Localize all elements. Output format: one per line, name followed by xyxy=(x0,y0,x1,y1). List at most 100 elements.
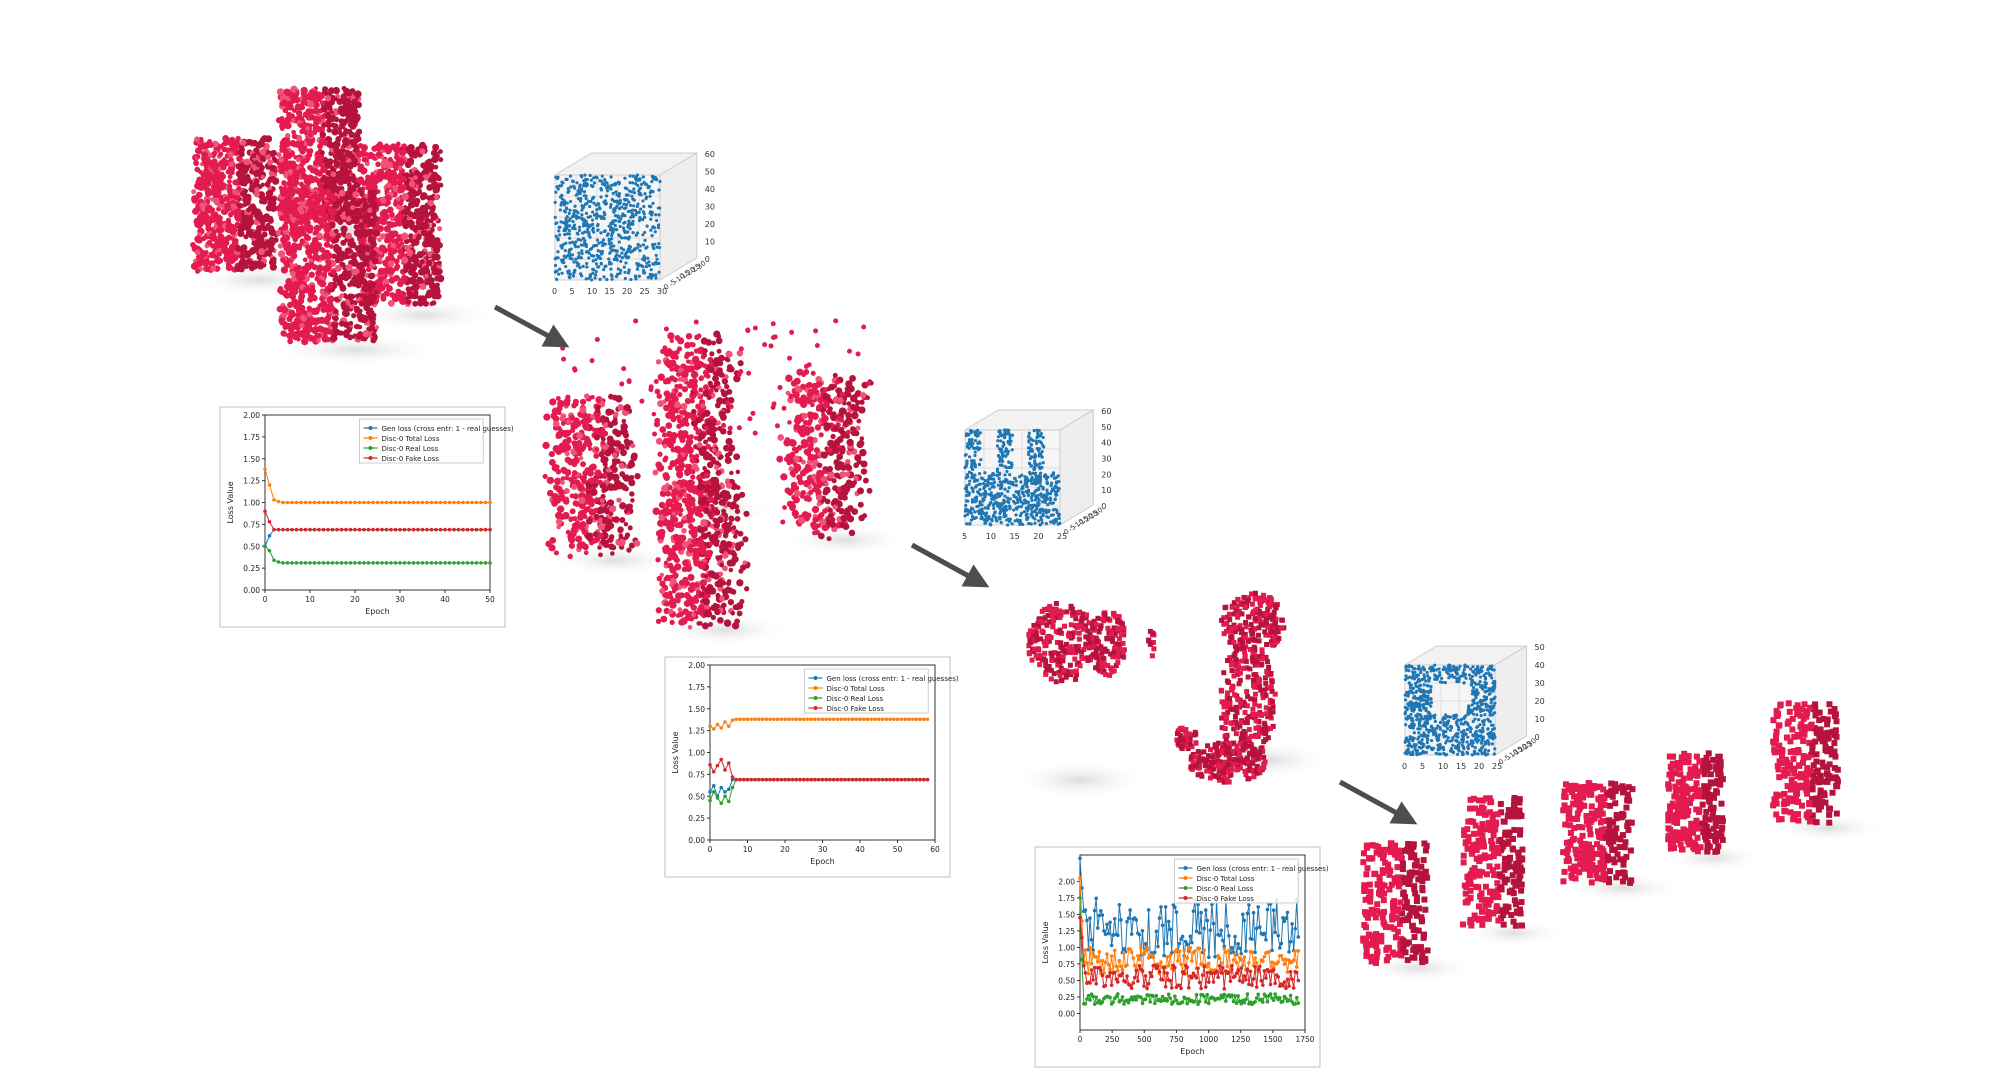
series-point xyxy=(1108,967,1112,972)
series-point xyxy=(918,777,922,782)
series-point xyxy=(1128,908,1132,912)
series-point xyxy=(1284,986,1288,991)
series-point xyxy=(1242,918,1247,923)
series-point xyxy=(813,777,817,782)
legend-entry: Disc-0 Fake Loss xyxy=(827,705,885,713)
series-point xyxy=(276,499,281,504)
series-point xyxy=(1094,995,1098,999)
series-point xyxy=(326,500,330,505)
series-point xyxy=(375,561,380,565)
series-point xyxy=(1111,933,1115,937)
chart-y-label: Loss Value xyxy=(1041,921,1050,963)
series-point xyxy=(276,527,281,532)
series-point xyxy=(895,717,900,722)
loss-chart-2: 0.00 0.25 0.50 0.75 1.00 1.25 1.50 1.75 2.00 0 10 2… xyxy=(664,656,959,878)
series-point xyxy=(1208,928,1213,932)
series-point xyxy=(1154,993,1159,998)
chart-x-tick: 500 xyxy=(1137,1035,1152,1044)
series-point xyxy=(1088,945,1092,950)
series-point xyxy=(416,500,420,505)
series-point xyxy=(1268,992,1273,996)
series-point xyxy=(420,527,425,532)
series-point xyxy=(1222,946,1227,951)
scatter-tick-z: 60 xyxy=(705,150,715,159)
series-point xyxy=(1205,970,1210,975)
series-point xyxy=(1219,928,1223,933)
chart-y-tick: 1.00 xyxy=(1058,943,1075,952)
series-point xyxy=(1276,933,1281,938)
chart-y-tick: 1.50 xyxy=(1058,910,1075,919)
series-point xyxy=(380,561,384,565)
series-point xyxy=(708,790,712,794)
chart-x-tick: 40 xyxy=(855,845,865,854)
series-point xyxy=(1109,983,1114,987)
series-point xyxy=(1237,946,1242,951)
series-point xyxy=(1279,941,1284,946)
series-point xyxy=(1271,968,1276,972)
series-point xyxy=(1233,934,1237,939)
series-point xyxy=(1207,961,1211,966)
series-point xyxy=(1256,905,1260,909)
series-point xyxy=(1134,968,1139,973)
legend-entry: Disc-0 Real Loss xyxy=(1197,885,1254,893)
series-point xyxy=(805,717,810,722)
series-point xyxy=(1281,999,1285,1004)
series-point xyxy=(1129,950,1134,955)
series-point xyxy=(1230,945,1234,950)
chart-y-tick: 0.50 xyxy=(688,792,705,801)
series-point xyxy=(384,500,389,505)
series-point xyxy=(407,527,411,532)
series-point xyxy=(1276,975,1281,979)
series-point xyxy=(272,558,276,563)
series-point xyxy=(357,500,362,505)
series-point xyxy=(1284,996,1288,1001)
series-point xyxy=(1083,908,1088,912)
series-point xyxy=(1244,977,1248,982)
series-point xyxy=(1285,977,1290,982)
series-point xyxy=(1233,952,1237,957)
series-point xyxy=(1100,913,1105,917)
series-point xyxy=(1296,949,1301,953)
series-point xyxy=(1261,983,1265,987)
series-point xyxy=(1078,856,1082,861)
series-point xyxy=(1288,939,1293,944)
series-point xyxy=(1234,971,1239,976)
series-point xyxy=(813,717,817,722)
series-point xyxy=(1092,1002,1097,1006)
series-point xyxy=(809,717,814,722)
series-point xyxy=(1250,983,1254,987)
series-point xyxy=(861,777,866,782)
series-point xyxy=(899,777,904,782)
series-point xyxy=(1170,986,1174,990)
series-point xyxy=(1253,950,1257,955)
series-point xyxy=(303,500,308,505)
series-point xyxy=(1265,999,1270,1004)
series-point xyxy=(1273,992,1277,996)
series-point xyxy=(786,717,791,722)
series-point xyxy=(425,561,429,565)
series-point xyxy=(267,519,272,524)
series-point xyxy=(488,561,492,565)
series-point xyxy=(456,561,461,565)
series-point xyxy=(1157,916,1162,920)
scatter-tick-x: 5 xyxy=(1420,762,1425,771)
series-point xyxy=(1224,999,1228,1003)
series-point xyxy=(1230,993,1234,997)
series-point xyxy=(1157,969,1162,974)
scatter-tick-x: 20 xyxy=(622,287,632,296)
series-point xyxy=(771,777,776,782)
series-point xyxy=(1264,937,1268,942)
series-point xyxy=(1242,1000,1247,1005)
series-point xyxy=(719,801,724,806)
series-point xyxy=(843,717,847,722)
series-point xyxy=(1244,997,1248,1002)
series-point xyxy=(1185,956,1190,960)
series-point xyxy=(1190,976,1194,980)
series-point xyxy=(1273,930,1277,935)
series-point xyxy=(1278,995,1282,1000)
series-point xyxy=(1174,998,1179,1003)
series-point xyxy=(402,500,407,505)
series-point xyxy=(474,561,479,565)
series-point xyxy=(1168,953,1173,958)
